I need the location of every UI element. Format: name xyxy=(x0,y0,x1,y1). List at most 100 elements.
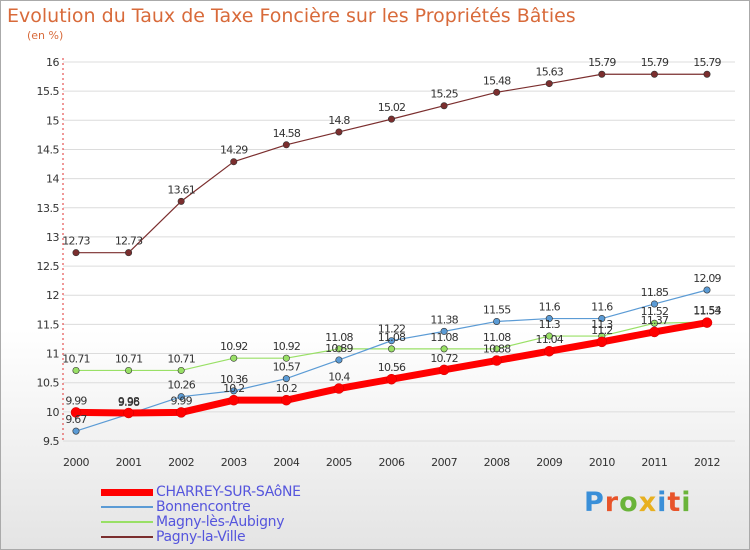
x-tick-label: 2004 xyxy=(273,456,299,469)
data-label: 11.08 xyxy=(378,331,406,344)
y-tick-label: 14.5 xyxy=(37,143,60,156)
data-point xyxy=(282,375,290,383)
data-point xyxy=(72,427,80,435)
data-label: 10.92 xyxy=(220,340,248,353)
data-label: 10.72 xyxy=(430,352,458,365)
y-tick-label: 14 xyxy=(46,173,59,186)
data-label: 9.96 xyxy=(118,396,140,409)
data-label: 10.56 xyxy=(378,361,406,374)
line-chart: 9.5 10 10.5 11 11.5 12 12.5 13 13.5 14 14.5 15 15.5 1… xyxy=(37,56,735,469)
y-tick-label: 11.5 xyxy=(37,318,60,331)
x-tick-label: 2003 xyxy=(221,456,247,469)
data-point xyxy=(438,364,450,376)
data-label: 11.3 xyxy=(591,318,613,331)
x-tick-label: 2005 xyxy=(326,456,352,469)
logo-letter: t xyxy=(667,487,682,518)
data-label: 9.99 xyxy=(65,394,87,407)
logo-letter: P xyxy=(584,487,605,518)
data-point xyxy=(493,345,501,353)
y-tick-label: 13 xyxy=(46,231,59,244)
data-label: 15.79 xyxy=(588,56,616,69)
y-tick-label: 9.5 xyxy=(43,435,59,448)
data-point xyxy=(387,115,395,123)
legend-swatch xyxy=(101,488,153,496)
x-tick-label: 2000 xyxy=(63,456,89,469)
data-label: 14.58 xyxy=(273,127,301,140)
data-label: 11.85 xyxy=(641,286,669,299)
data-label: 11.38 xyxy=(430,313,458,326)
legend-label: Pagny-la-Ville xyxy=(156,529,246,545)
data-point xyxy=(703,70,711,78)
data-label: 10.57 xyxy=(273,361,301,374)
data-point xyxy=(440,102,448,110)
x-tick-label: 2007 xyxy=(431,456,457,469)
y-tick-label: 10 xyxy=(46,406,59,419)
x-tick-label: 2001 xyxy=(116,456,142,469)
data-point xyxy=(335,345,343,353)
data-point xyxy=(387,345,395,353)
data-label: 14.29 xyxy=(220,144,248,157)
data-label: 11.22 xyxy=(378,323,406,336)
data-label: 10.4 xyxy=(328,371,350,384)
y-tick-label: 11 xyxy=(46,348,59,361)
data-point xyxy=(701,317,713,328)
data-label: 15.02 xyxy=(378,101,406,114)
y-tick-label: 10.5 xyxy=(37,377,60,390)
y-tick-label: 12.5 xyxy=(37,260,60,273)
proxiti-logo: Proxiti xyxy=(584,487,692,518)
data-label: 15.25 xyxy=(430,88,458,101)
chart-unit-label: (en %) xyxy=(27,29,64,42)
x-tick-label: 2010 xyxy=(589,456,615,469)
data-label: 10.89 xyxy=(325,342,353,355)
y-tick-label: 15.5 xyxy=(37,85,60,98)
data-label: 15.79 xyxy=(693,56,721,69)
data-label: 10.26 xyxy=(167,379,195,392)
data-point xyxy=(596,336,608,348)
data-point xyxy=(333,383,345,394)
data-label: 15.79 xyxy=(641,56,669,69)
data-label: 9.98 xyxy=(118,395,140,408)
logo-letter: r xyxy=(604,487,620,518)
data-point xyxy=(650,319,658,327)
logo-letter: x xyxy=(638,487,658,518)
data-label: 10.88 xyxy=(483,343,511,356)
data-point xyxy=(230,158,238,166)
data-point xyxy=(649,326,660,338)
x-tick-label: 2012 xyxy=(694,456,720,469)
data-point xyxy=(177,197,185,205)
data-point xyxy=(72,249,80,257)
data-label: 10.71 xyxy=(62,352,90,365)
data-label: 9.67 xyxy=(65,413,87,426)
data-point xyxy=(703,286,711,294)
data-label: 11.54 xyxy=(693,304,721,317)
y-tick-label: 12 xyxy=(46,289,59,302)
data-label: 11.08 xyxy=(483,331,511,344)
data-point xyxy=(281,394,292,406)
data-label: 11.6 xyxy=(591,301,613,314)
data-point xyxy=(491,355,502,366)
data-label: 10.36 xyxy=(220,373,248,386)
data-label: 11.2 xyxy=(591,324,612,337)
data-point xyxy=(650,70,658,78)
data-point xyxy=(282,141,290,149)
data-point xyxy=(650,300,658,308)
data-point xyxy=(493,88,501,96)
data-point xyxy=(493,317,501,325)
data-point xyxy=(545,332,553,340)
data-label: 10.92 xyxy=(273,340,301,353)
legend-label: Bonnencontre xyxy=(156,499,251,515)
data-point xyxy=(545,80,553,88)
y-tick-label: 13.5 xyxy=(37,202,60,215)
data-label: 11.55 xyxy=(483,303,511,316)
data-point xyxy=(386,373,397,385)
data-point xyxy=(230,354,238,362)
data-point xyxy=(177,393,185,401)
data-point xyxy=(177,366,185,374)
data-label: 11.53 xyxy=(693,305,721,318)
data-label: 11.08 xyxy=(325,331,353,344)
data-point xyxy=(72,366,80,374)
data-point xyxy=(387,337,395,345)
data-point xyxy=(335,356,343,364)
data-point xyxy=(228,394,239,406)
x-tick-label: 2006 xyxy=(379,456,405,469)
